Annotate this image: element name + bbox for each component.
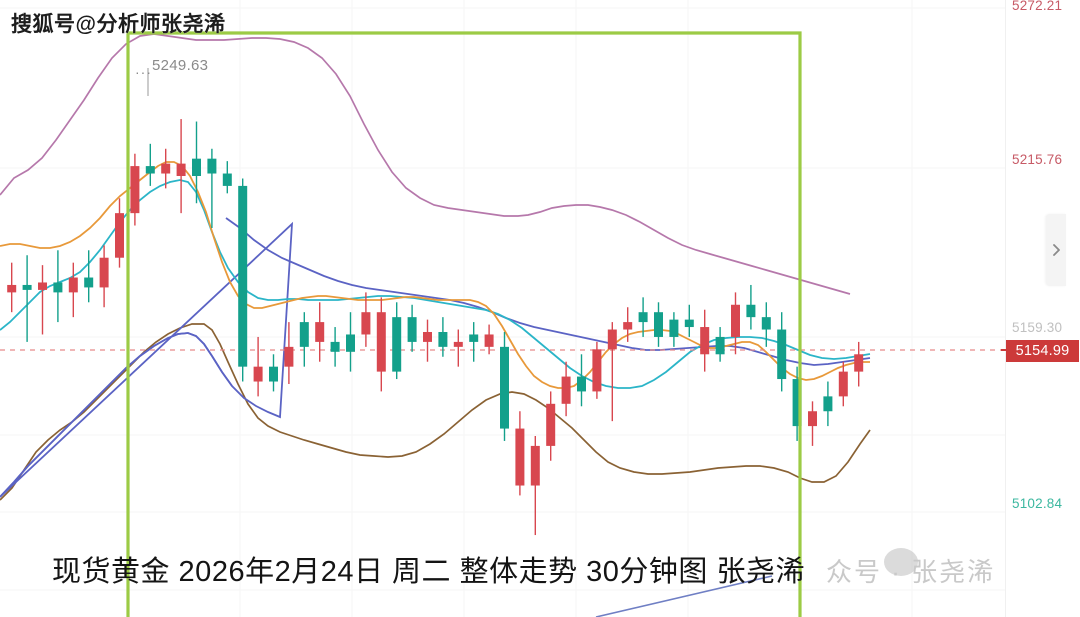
bottom-trend-line [595, 575, 773, 617]
candle-body [746, 304, 756, 318]
candle-body [130, 166, 140, 214]
candle-body [654, 312, 663, 337]
watermark-bottom: 众号 · 张尧浠 [826, 557, 996, 587]
candle-body [284, 346, 294, 367]
candle-body [777, 329, 787, 380]
candle-body [423, 332, 432, 342]
candle-body [500, 346, 509, 429]
chart-caption: 现货黄金 2026年2月24日 周二 整体走势 30分钟图 张尧浠 [52, 556, 805, 588]
ma20-upper-segment [225, 217, 871, 366]
candle-body [238, 185, 248, 367]
axis-label-4: 5102.84 [1012, 496, 1063, 511]
candle-body [376, 312, 386, 372]
candle-body [669, 319, 679, 337]
current-price-badge[interactable]: 5154.99 [1006, 340, 1079, 362]
candle-body [715, 336, 725, 355]
current-price-tick [1001, 349, 1007, 351]
candlestick-chart[interactable]: ··· 5249.63 [0, 0, 1005, 617]
swing-high-label: 5249.63 [152, 57, 209, 74]
candle-body [192, 158, 201, 176]
candle-body [577, 376, 586, 392]
boll-upper-line [0, 33, 851, 295]
candle-body [761, 317, 771, 330]
annotation-dots: ··· [135, 64, 152, 80]
chevron-right-icon [1052, 244, 1060, 256]
candle-body [546, 403, 556, 446]
candle-body [700, 327, 710, 355]
candle-body [561, 376, 571, 404]
vertical-gridlines [239, 0, 913, 617]
candle-body [407, 317, 417, 342]
candle-body [99, 257, 109, 288]
candle-body [207, 158, 217, 174]
chart-canvas [0, 0, 1005, 617]
price-axis[interactable]: 5272.21 5215.76 5159.30 5102.84 [1005, 0, 1080, 617]
candle-body [854, 354, 864, 372]
watermark-blob [884, 548, 918, 576]
candle-body [438, 332, 448, 347]
axis-label-1: 5272.21 [1012, 0, 1063, 13]
ma20-line [0, 221, 294, 498]
horizontal-gridlines [0, 7, 1005, 591]
candle-body [7, 284, 17, 293]
candle-body [22, 284, 32, 290]
candle-body [792, 379, 802, 427]
candle-body [638, 312, 648, 323]
candle-body [269, 366, 278, 382]
candle-body [823, 396, 833, 412]
candle-body [592, 349, 602, 392]
candle-body [453, 341, 463, 347]
panel-expand-button[interactable] [1046, 214, 1066, 286]
ma5-line [0, 161, 870, 389]
candle-body [299, 322, 309, 347]
candle-body [469, 334, 479, 342]
candle-body [330, 341, 340, 352]
candle-body [731, 304, 740, 337]
ma20-line-main [0, 332, 233, 498]
candle-body [392, 317, 402, 372]
candle-body [161, 163, 171, 174]
candle-body [68, 277, 78, 293]
candle-body [222, 173, 232, 186]
candle-body [84, 277, 94, 288]
candle-body [115, 213, 124, 258]
axis-label-2: 5215.76 [1012, 152, 1063, 167]
candle-body [623, 322, 633, 330]
candle-body [484, 334, 494, 347]
candle-body [361, 312, 371, 335]
axis-label-3: 5159.30 [1012, 320, 1063, 335]
candle-body [515, 428, 525, 486]
candle-body [253, 366, 263, 382]
candle-body [38, 282, 47, 290]
candle-body [53, 282, 63, 293]
candle-body [530, 445, 540, 486]
candlestick-series [7, 119, 864, 536]
candle-body [346, 334, 355, 352]
candle-body [684, 319, 694, 328]
watermark-top: 搜狐号@分析师张尧浠 [11, 13, 226, 36]
highlight-box [126, 31, 802, 617]
candle-body [808, 411, 817, 427]
candle-body [607, 329, 617, 350]
candle-body [838, 371, 848, 397]
candle-body [145, 166, 155, 174]
candle-body [176, 163, 186, 176]
candle-body [315, 322, 325, 342]
